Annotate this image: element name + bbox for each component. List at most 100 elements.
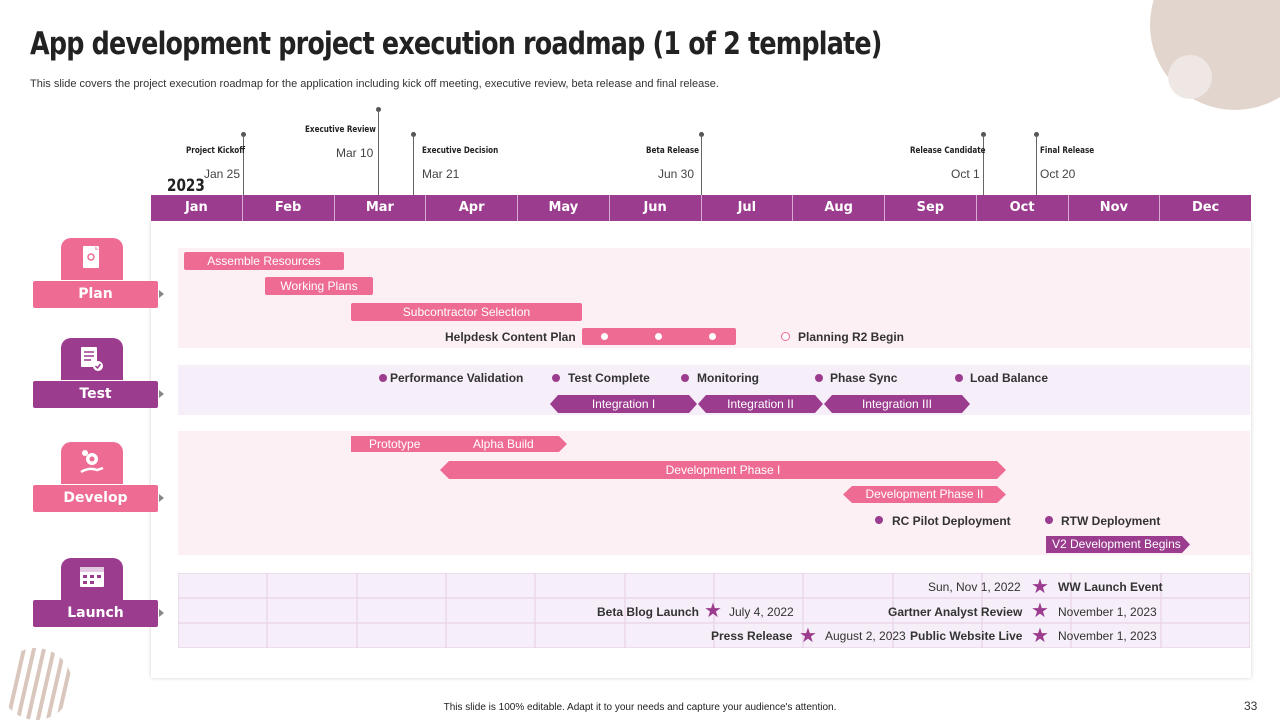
helpdesk-bar [582, 328, 736, 345]
milestone-stem [701, 135, 702, 195]
milestone-marker [411, 132, 416, 137]
month-feb: Feb [243, 195, 335, 221]
integration-3-arrow: Integration III [824, 395, 970, 413]
launch-date: November 1, 2023 [1058, 629, 1157, 643]
development-phase-2-label: Development Phase II [865, 487, 984, 501]
milestone-marker [1034, 132, 1039, 137]
develop-icon-tile [61, 442, 123, 484]
month-sep: Sep [885, 195, 977, 221]
decorative-circle-small [1168, 55, 1212, 99]
month-jun: Jun [610, 195, 702, 221]
calendar-icon [80, 567, 104, 587]
development-phase-1-label: Development Phase I [665, 463, 781, 477]
milestone-dot-outline [781, 332, 790, 341]
integration-1-arrow: Integration I [550, 395, 697, 413]
month-nov: Nov [1069, 195, 1161, 221]
star-icon: ★ [1031, 600, 1049, 622]
task-dot [681, 374, 689, 382]
star-icon: ★ [799, 625, 817, 647]
task-label: Test Complete [568, 371, 650, 385]
page-subtitle: This slide covers the project execution … [30, 78, 719, 90]
launch-date: Sun, Nov 1, 2022 [928, 580, 1021, 594]
launch-event: Gartner Analyst Review [888, 605, 1023, 619]
task-label: Monitoring [697, 371, 759, 385]
task-bar: Assemble Resources [184, 252, 344, 270]
alpha-build-label: Alpha Build [473, 437, 534, 451]
milestone-title: Beta Release [646, 146, 699, 156]
month-may: May [518, 195, 610, 221]
task-bar: Subcontractor Selection [351, 303, 582, 321]
document-icon [83, 246, 99, 268]
task-label: Performance Validation [390, 371, 524, 385]
page-title: App development project execution roadma… [30, 26, 882, 62]
prototype-alpha-arrow: Prototype Alpha Build [351, 436, 567, 454]
task-label: Phase Sync [830, 371, 898, 385]
milestone-dot [655, 333, 662, 340]
footer-note: This slide is 100% editable. Adapt it to… [443, 702, 837, 713]
month-jul: Jul [702, 195, 794, 221]
milestone-title: Executive Decision [422, 146, 499, 156]
integration-2-arrow: Integration II [698, 395, 823, 413]
task-dot [1045, 516, 1053, 524]
milestone-stem [378, 110, 379, 195]
milestone-stem [983, 135, 984, 195]
milestone-marker [699, 132, 704, 137]
gear-hand-icon [80, 450, 104, 474]
plan-icon-tile [61, 238, 123, 280]
checklist-icon [81, 347, 103, 371]
milestone-title: Project Kickoff [186, 146, 246, 156]
milestone-marker [981, 132, 986, 137]
launch-date: July 4, 2022 [729, 605, 794, 619]
page-number: 33 [1244, 699, 1258, 713]
development-phase-1-arrow: Development Phase I [440, 461, 1006, 479]
task-dot [815, 374, 823, 382]
month-oct: Oct [977, 195, 1069, 221]
task-dot [379, 374, 387, 382]
launch-arrow-icon [159, 609, 164, 617]
test-icon-tile [61, 338, 123, 380]
v2-development-arrow: V2 Development Begins [1046, 536, 1190, 554]
milestone-marker [241, 132, 246, 137]
test-arrow-icon [159, 390, 164, 398]
milestone-title: Final Release [1040, 146, 1095, 156]
milestone-marker [376, 107, 381, 112]
plan-label: Plan [33, 281, 158, 308]
integration-2-label: Integration II [727, 397, 794, 411]
month-aug: Aug [793, 195, 885, 221]
launch-label: Launch [33, 600, 158, 627]
launch-date: August 2, 2023 [825, 629, 906, 643]
task-label: RTW Deployment [1061, 514, 1161, 528]
milestone-stem [413, 135, 414, 195]
task-dot [955, 374, 963, 382]
launch-icon-tile [61, 558, 123, 600]
task-label: Load Balance [970, 371, 1049, 385]
milestone-title: Executive Review [305, 125, 376, 135]
month-mar: Mar [335, 195, 427, 221]
milestone-date: Oct 20 [1040, 167, 1076, 181]
launch-date: November 1, 2023 [1058, 605, 1157, 619]
month-apr: Apr [426, 195, 518, 221]
task-dot [875, 516, 883, 524]
launch-event: WW Launch Event [1058, 580, 1163, 594]
development-phase-2-arrow: Development Phase II [843, 486, 1006, 504]
milestone-dot [601, 333, 608, 340]
task-label: Planning R2 Begin [798, 330, 905, 344]
integration-1-label: Integration I [591, 397, 656, 411]
decorative-circle-large [1150, 0, 1280, 110]
milestone-date: Mar 10 [336, 146, 374, 160]
v2-development-label: V2 Development Begins [1052, 537, 1181, 551]
plan-arrow-icon [159, 290, 164, 298]
year-label: 2023 [167, 176, 205, 196]
launch-event: Beta Blog Launch [597, 605, 700, 619]
task-label: Helpdesk Content Plan [445, 330, 576, 344]
milestone-stem [1036, 135, 1037, 195]
milestone-date: Mar 21 [422, 167, 460, 181]
develop-arrow-icon [159, 494, 164, 502]
task-dot [552, 374, 560, 382]
launch-grid [178, 573, 1250, 648]
milestone-date: Jun 30 [658, 167, 695, 181]
test-label: Test [33, 381, 158, 408]
launch-event: Public Website Live [910, 629, 1023, 643]
milestone-dot [709, 333, 716, 340]
prototype-label: Prototype [369, 437, 421, 451]
